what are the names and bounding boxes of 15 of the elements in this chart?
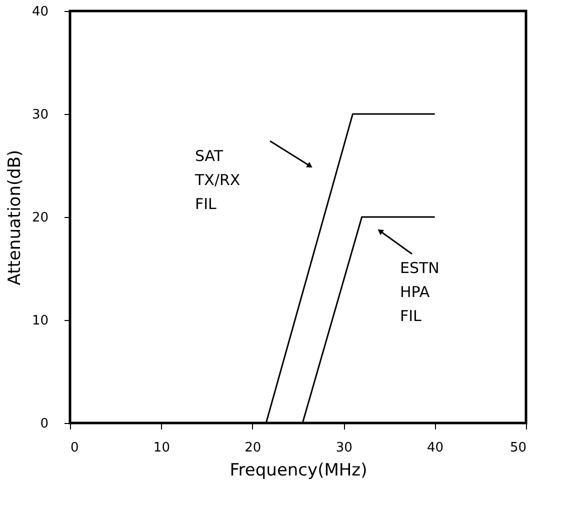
x-axis-title: Frequency(MHz) (230, 460, 368, 480)
x-tick-label: 50 (510, 440, 526, 456)
x-tick-label: 30 (336, 440, 352, 456)
x-tick-label: 40 (427, 440, 444, 456)
y-tick-label: 30 (32, 108, 48, 122)
x-tick-label: 20 (244, 440, 262, 456)
x-tick-label: 10 (153, 440, 170, 456)
y-tick-label: 10 (32, 314, 48, 328)
x-tick-label: 0 (70, 440, 79, 456)
annotation: SAT TX/RX FIL (194, 147, 240, 213)
annotation: ESTN HPA FIL (400, 259, 440, 325)
y-axis-title: Attenuation(dB) (4, 150, 25, 286)
y-tick-label: 0 (40, 416, 48, 432)
y-tick-label: 40 (32, 4, 48, 20)
y-tick-label: 20 (32, 210, 48, 226)
